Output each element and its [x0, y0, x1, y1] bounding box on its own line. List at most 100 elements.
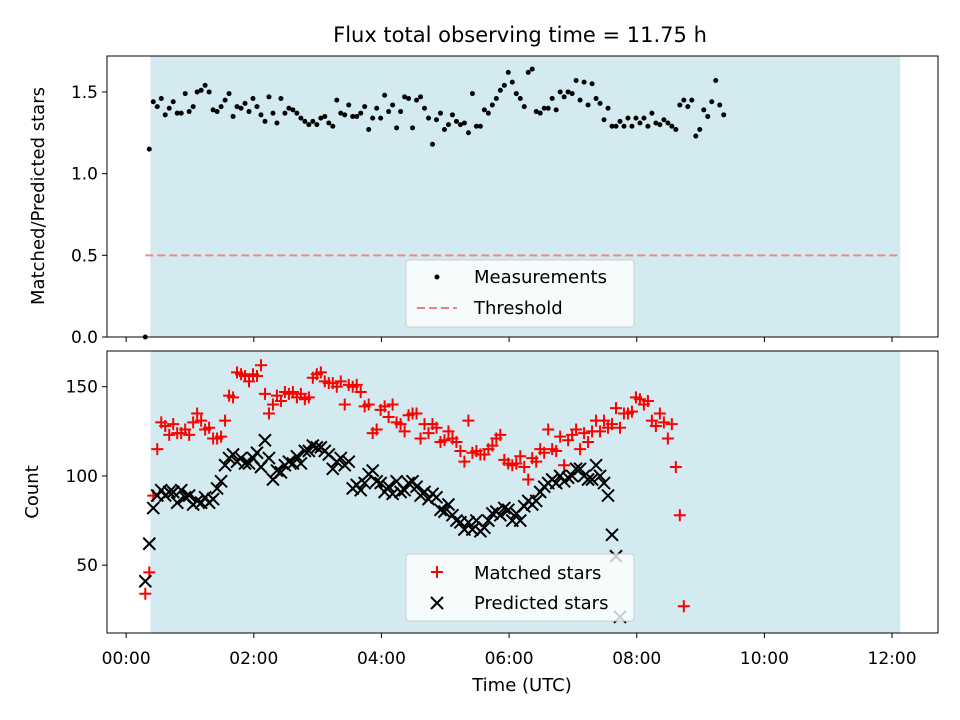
- measurement-point: [497, 87, 503, 93]
- predicted-star-point: [437, 504, 452, 519]
- measurement-point: [242, 100, 248, 106]
- measurement-point: [561, 94, 567, 100]
- measurement-point: [238, 105, 244, 111]
- measurement-point: [501, 82, 507, 88]
- measurement-point: [378, 115, 384, 121]
- measurement-point: [422, 105, 428, 111]
- measurement-point: [170, 99, 176, 105]
- predicted-star-point: [573, 462, 587, 476]
- measurement-point: [274, 120, 280, 126]
- measurement-point: [258, 112, 264, 118]
- measurement-point: [194, 89, 200, 95]
- predicted-star-point: [250, 446, 264, 460]
- measurement-point: [202, 82, 208, 88]
- matched-star-point: [183, 428, 196, 441]
- predicted-star-point: [497, 501, 512, 515]
- measurement-point: [302, 118, 308, 124]
- matched-star-point: [454, 444, 467, 457]
- predicted-star-point: [365, 463, 380, 478]
- measurement-point: [210, 107, 216, 113]
- measurement-point: [529, 66, 535, 72]
- predicted-star-point: [581, 472, 595, 487]
- measurement-point: [437, 110, 443, 116]
- x-tick-label: 04:00: [357, 649, 406, 669]
- predicted-star-point: [170, 496, 184, 510]
- measurement-point: [453, 118, 459, 124]
- measurement-point: [469, 91, 475, 97]
- measurement-point: [697, 127, 703, 133]
- bottom-y-tick-label: 150: [66, 378, 98, 398]
- measurement-point: [410, 125, 416, 131]
- matched-star-point: [594, 425, 607, 438]
- measurement-point: [669, 123, 675, 129]
- measurement-point: [657, 122, 663, 128]
- predicted-star-point: [174, 483, 188, 497]
- measurement-point: [541, 105, 547, 111]
- top-y-tick-label: 0.0: [71, 328, 98, 348]
- x-tick-label: 12:00: [868, 649, 917, 669]
- predicted-star-point: [298, 444, 312, 458]
- matched-star-point: [558, 459, 571, 472]
- legend-predicted-marker: [430, 596, 444, 610]
- measurement-point: [402, 94, 408, 100]
- measurement-point: [254, 104, 260, 110]
- measurement-point: [449, 112, 455, 118]
- matched-star-point: [314, 366, 327, 379]
- predicted-star-point: [274, 465, 288, 480]
- predicted-star-point: [529, 494, 543, 508]
- measurement-point: [322, 113, 328, 119]
- predicted-star-point: [417, 485, 432, 499]
- measurement-point: [509, 79, 515, 85]
- matched-star-point: [641, 394, 654, 407]
- top-y-tick-label: 1.0: [71, 165, 98, 185]
- measurement-point: [625, 115, 631, 121]
- predicted-star-point: [162, 485, 176, 499]
- measurement-point: [382, 92, 388, 98]
- matched-star-point: [554, 430, 567, 443]
- measurement-point: [314, 122, 320, 128]
- predicted-star-point: [166, 485, 180, 499]
- matched-star-point: [494, 428, 507, 441]
- matched-star-point: [243, 375, 256, 388]
- matched-star-point: [486, 439, 499, 452]
- measurement-point: [573, 78, 579, 84]
- predicted-star-point: [385, 487, 400, 501]
- matched-star-point: [669, 461, 682, 474]
- predicted-stars-points: [138, 433, 627, 624]
- matched-star-point: [538, 446, 551, 459]
- predicted-star-point: [214, 474, 228, 488]
- legend-predicted-label: Predicted stars: [474, 593, 608, 614]
- measurement-point: [350, 113, 356, 119]
- measurement-point: [338, 110, 344, 116]
- measurement-point: [605, 105, 611, 111]
- predicted-star-point: [433, 503, 448, 517]
- predicted-star-point: [477, 520, 492, 535]
- predicted-star-point: [334, 451, 348, 465]
- measurement-point: [178, 110, 184, 116]
- predicted-star-point: [441, 497, 456, 512]
- bottom-legend: Matched stars Predicted stars: [405, 553, 635, 622]
- x-tick-label: 08:00: [612, 649, 661, 669]
- matched-star-point: [187, 416, 200, 429]
- measurement-points: [142, 66, 727, 340]
- measurement-point: [230, 113, 236, 119]
- matched-star-point: [139, 587, 152, 600]
- measurement-point: [673, 127, 679, 133]
- measurement-point: [334, 97, 340, 103]
- measurement-point: [222, 97, 228, 103]
- measurement-point: [250, 95, 256, 101]
- matched-star-point: [653, 407, 666, 420]
- measurement-point: [473, 123, 479, 129]
- measurement-point: [162, 112, 168, 118]
- predicted-star-point: [206, 492, 220, 506]
- measurement-point: [386, 109, 392, 115]
- measurement-point: [430, 141, 436, 147]
- bottom-panel: 00:00 02:00 04:00 06:00 08:00 10:00 12:00 50 100…: [22, 350, 939, 696]
- measurement-point: [533, 109, 539, 115]
- matched-star-point: [262, 407, 275, 420]
- predicted-star-point: [258, 433, 272, 447]
- x-tick-label: 02:00: [229, 649, 278, 669]
- matched-star-point: [422, 427, 435, 440]
- measurement-point: [310, 118, 316, 124]
- measurement-point: [318, 115, 324, 121]
